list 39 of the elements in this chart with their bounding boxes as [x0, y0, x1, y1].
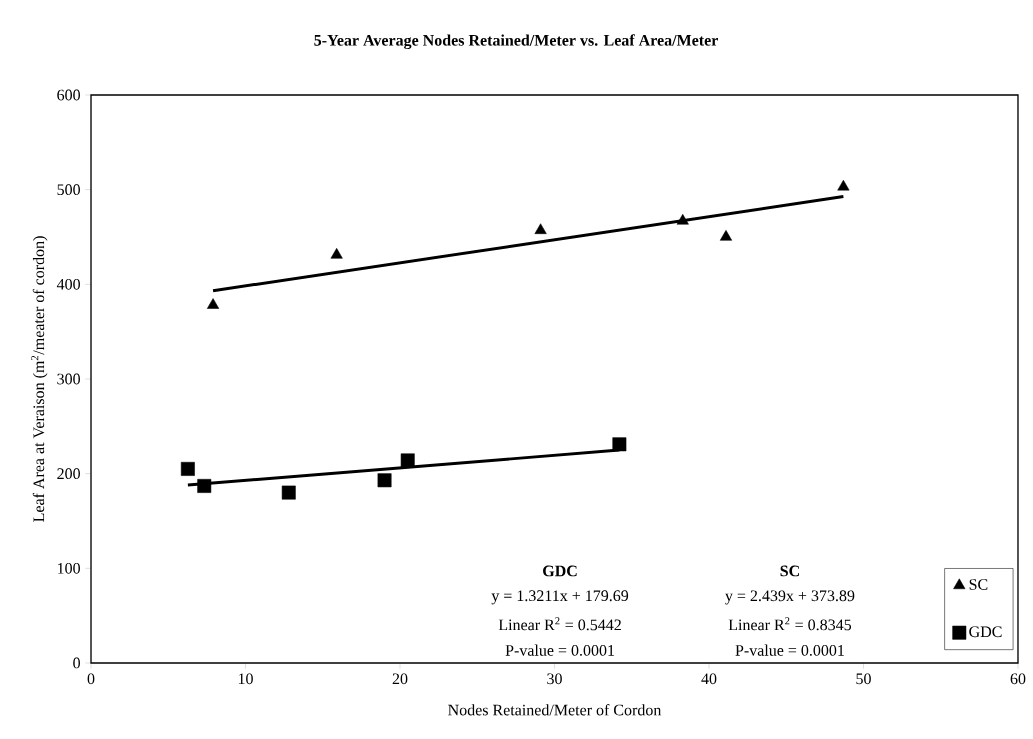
y-tick-label: 200	[57, 468, 80, 480]
x-tick-label: 30	[547, 673, 562, 685]
x-tick-label: 60	[1010, 673, 1026, 685]
x-axis-title: Nodes Retained/Meter of Cordon	[448, 704, 662, 716]
x-tick-label: 50	[856, 673, 871, 685]
legend-label: SC	[969, 579, 988, 590]
point	[197, 479, 212, 493]
chart-title: 5-Year Average Nodes Retained/Meter vs. Leaf Area/Meter	[314, 34, 718, 50]
annotation: SC	[780, 565, 799, 577]
point	[400, 453, 415, 468]
y-tick-label: 600	[57, 89, 80, 101]
point	[377, 473, 392, 488]
y-tick-label: 300	[57, 373, 80, 385]
point	[281, 485, 296, 500]
annotation: y = 2.439x + 373.89	[725, 590, 855, 605]
x-tick-label: 0	[87, 673, 95, 685]
point	[180, 461, 195, 476]
point	[612, 437, 627, 452]
annotation: P-value = 0.0001	[505, 644, 615, 656]
y-tick-label: 500	[57, 184, 80, 196]
annotation: y = 1.3211x + 179.69	[491, 590, 629, 605]
y-tick-label: 400	[56, 278, 80, 290]
point	[719, 230, 733, 241]
point	[330, 248, 343, 259]
x-tick-label: 40	[701, 673, 717, 685]
annotation: GDC	[543, 565, 577, 577]
point	[837, 179, 850, 191]
point	[207, 298, 220, 309]
point	[534, 223, 547, 234]
y-tick-label: 0	[73, 657, 80, 669]
annotation: Linear R$^{2}$ = 0.5442	[498, 617, 621, 631]
annotation: Linear R$^{2}$ = 0.8345	[728, 617, 852, 631]
y-tick-label: 100	[58, 562, 80, 574]
x-tick-label: 20	[392, 673, 408, 685]
point	[676, 213, 689, 225]
annotation: P-value = 0.0001	[735, 644, 844, 656]
legend-label: GDC	[969, 626, 1002, 638]
x-tick-label: 10	[238, 673, 253, 685]
y-axis-title: Leaf Area at Veraison (m$^{2}$/meater of cordon)	[31, 236, 48, 522]
